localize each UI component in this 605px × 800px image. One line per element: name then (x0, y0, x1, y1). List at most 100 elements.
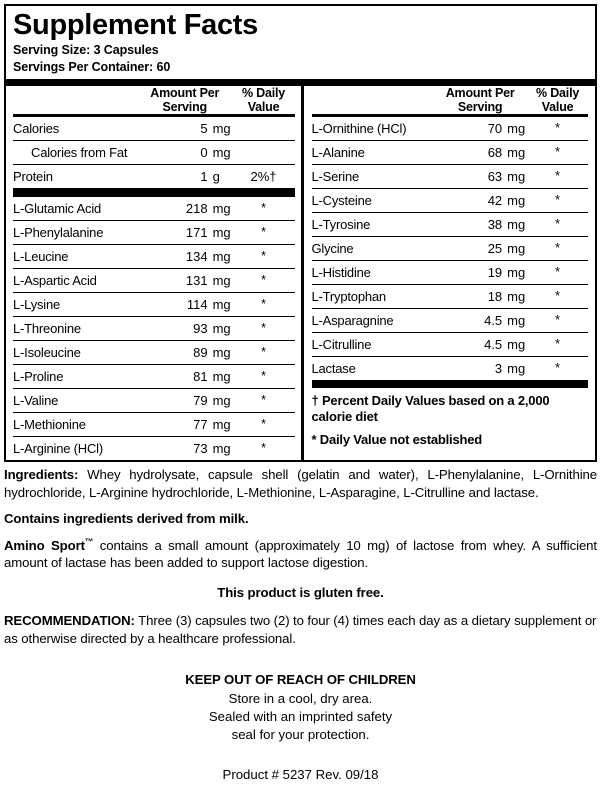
nutrient-amount: 25 mg (433, 236, 528, 261)
nutrient-amount-value: 18 (487, 289, 503, 305)
table-row: L-Valine 79 mg * (13, 388, 295, 413)
nutrient-amount-value: 89 (193, 345, 208, 361)
header-close-cell-left (13, 114, 295, 119)
nutrient-amount-value: 25 (487, 241, 503, 257)
table-row: L-Isoleucine 89 mg * (13, 340, 295, 365)
table-row: L-Methionine 77 mg * (13, 412, 295, 437)
table-row: Protein 1 g 2%† (13, 164, 295, 189)
nutrient-amount-unit: mg (212, 273, 231, 289)
nutrient-name: Protein (13, 164, 137, 189)
daily-value-star: * (261, 272, 267, 288)
nutrient-daily-value: * (232, 268, 295, 293)
label-body-copy: Ingredients: Whey hydrolysate, capsule s… (4, 466, 597, 784)
nutrient-amount-unit: mg (507, 193, 526, 209)
nutrient-daily-value: * (527, 260, 588, 285)
nutrient-amount-unit: mg (507, 217, 526, 233)
nutrient-daily-value: * (527, 164, 588, 189)
nutrient-amount-unit: mg (212, 441, 231, 457)
nutrient-name: L-Glutamic Acid (13, 196, 137, 221)
header-amount-line1: Amount Per (150, 86, 220, 101)
ingredients-label: Ingredients: (4, 467, 79, 482)
daily-value-star: * (555, 360, 561, 376)
daily-value-star: * (261, 248, 267, 264)
header-close-rule-right (311, 114, 588, 119)
nutrient-daily-value: * (527, 284, 588, 309)
nutrient-name: Glycine (311, 236, 434, 261)
nutrient-daily-value: * (527, 140, 588, 165)
header-dv-line1: % Daily (241, 86, 286, 101)
nutrition-column-right: Amount Per Serving % Daily Value (300, 86, 596, 461)
nutrient-amount-value: 4.5 (484, 313, 503, 329)
header-blank-right (312, 86, 434, 116)
nutrition-body-right: L-Ornithine (HCl) 70 mg * L-Alanine 68 mg * L-Se… (311, 117, 588, 381)
nutrient-daily-value: * (232, 196, 295, 221)
daily-value-star: * (555, 312, 561, 328)
nutrient-amount-unit: mg (212, 145, 231, 161)
nutrient-amount-value: 68 (487, 145, 503, 161)
nutrient-amount-value: 5 (200, 121, 208, 137)
table-row: L-Arginine (HCl) 73 mg * (13, 436, 295, 461)
daily-value-star: * (555, 192, 561, 208)
nutrient-daily-value: * (527, 236, 588, 261)
nutrient-name: L-Methionine (13, 412, 137, 437)
nutrient-daily-value: * (232, 364, 295, 389)
nutrient-amount-unit: mg (212, 345, 231, 361)
daily-value-star: * (555, 144, 561, 160)
nutrient-amount: 218 mg (136, 196, 233, 221)
nutrient-amount: 4.5 mg (433, 332, 528, 357)
contains-milk-text: Contains ingredients derived from milk. (4, 511, 249, 527)
nutrient-amount-value: 218 (185, 201, 208, 217)
ingredients-paragraph: Ingredients: Whey hydrolysate, capsule s… (4, 466, 597, 501)
nutrient-amount-unit: mg (507, 289, 526, 305)
nutrient-daily-value: * (527, 117, 588, 141)
table-row: L-Alanine 68 mg * (311, 140, 588, 165)
nutrient-daily-value: * (527, 188, 588, 213)
daily-value-star: * (555, 120, 561, 136)
warning-line-3: seal for your protection. (231, 727, 370, 743)
nutrient-daily-value (232, 140, 295, 165)
header-dv-line2: Value (247, 100, 280, 115)
header-amount-left: Amount Per Serving (137, 86, 233, 116)
table-row: Calories 5 mg (13, 117, 295, 141)
nutrient-name: L-Phenylalanine (13, 220, 137, 245)
nutrient-amount-unit: mg (507, 241, 526, 257)
nutrient-daily-value: * (232, 244, 295, 269)
nutrient-amount-value: 19 (487, 265, 503, 281)
nutrient-amount-value: 131 (185, 273, 208, 289)
panel-title: Supplement Facts (13, 9, 258, 41)
daily-value-star: * (261, 440, 267, 456)
nutrition-column-left: Amount Per Serving % Daily Value (6, 86, 301, 461)
table-row: L-Tyrosine 38 mg * (311, 212, 588, 237)
nutrient-amount: 114 mg (136, 292, 233, 317)
servings-per-container: Servings Per Container: 60 (13, 59, 171, 74)
header-dv-right-line2: Value (541, 100, 574, 115)
nutrient-amount: 63 mg (433, 164, 528, 189)
table-row: L-Cysteine 42 mg * (311, 188, 588, 213)
nutrient-amount-unit: mg (507, 145, 526, 161)
daily-value-star: * (261, 416, 267, 432)
nutrient-amount-value: 4.5 (484, 337, 503, 353)
table-row: L-Asparagnine 4.5 mg * (311, 308, 588, 333)
nutrient-amount-unit: mg (212, 121, 231, 137)
nutrient-amount-value: 3 (494, 361, 503, 377)
nutrient-name: L-Citrulline (311, 332, 434, 357)
protein-divider-bar (13, 188, 295, 197)
table-row: Glycine 25 mg * (311, 236, 588, 261)
nutrition-body-left: Calories 5 mg Calories from Fat 0 mg Protein 1 g… (13, 117, 295, 461)
header-amount-right-line1: Amount Per (445, 86, 515, 101)
header-dv-left: % Daily Value (233, 86, 295, 116)
brand-lactose-paragraph: Amino Sport™ contains a small amount (ap… (4, 537, 597, 572)
nutrient-amount-unit: mg (507, 121, 526, 137)
nutrient-name: L-Aspartic Acid (13, 268, 137, 293)
nutrient-amount-unit: mg (212, 321, 231, 337)
nutrient-amount-value: 79 (193, 393, 208, 409)
table-header-row-right: Amount Per Serving % Daily Value (312, 86, 589, 116)
nutrient-name: L-Threonine (13, 316, 137, 341)
nutrition-columns: Amount Per Serving % Daily Value (6, 86, 596, 461)
nutrient-amount-unit: mg (507, 169, 526, 185)
nutrient-amount-value: 38 (487, 217, 503, 233)
daily-value-star: * (555, 264, 561, 280)
table-row: L-Lysine 114 mg * (13, 292, 295, 317)
nutrient-amount: 131 mg (136, 268, 233, 293)
